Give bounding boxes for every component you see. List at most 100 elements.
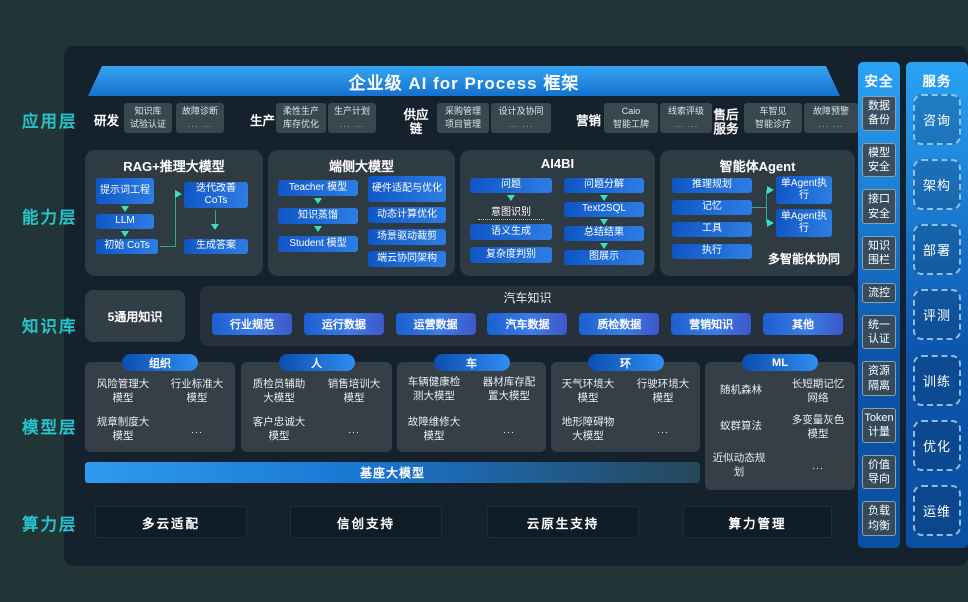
model-group-pill: 组织 — [122, 354, 198, 371]
arrow-down-icon — [600, 219, 608, 225]
ai4bi-chart-display: 图展示 — [564, 250, 644, 265]
panel-ai4bi: AI4BI 问题 意图识别 语义生成 复杂度判别 问题分解 Text2SQL 总… — [460, 150, 655, 276]
security-item: 统一认证 — [862, 314, 896, 350]
arrow-right-icon — [175, 190, 182, 198]
panel-edge-title: 端侧大模型 — [328, 159, 394, 174]
model-cell: 天气环境大模型 — [561, 378, 615, 404]
knowledge-pill: 运营数据 — [395, 313, 476, 335]
security-item: 资源隔离 — [862, 361, 896, 397]
services-items: 咨询 架构 部署 评测 训练 优化 运维 — [906, 94, 968, 536]
model-group-pill: 车 — [433, 354, 510, 371]
security-item: 价值导向 — [862, 454, 896, 490]
model-cell: 蚁群算法 — [720, 420, 762, 432]
panel-edge-model: 端侧大模型 Teacher 模型 知识蒸馏 Student 模型 硬件适配与优化… — [268, 150, 455, 276]
edge-teacher-model: Teacher 模型 — [278, 180, 358, 196]
edge-student-model: Student 模型 — [278, 236, 358, 252]
model-group-ml: ML 随机森林 长短期记忆网络 蚁群算法 多变量灰色模型 近似动态规划 ... — [705, 354, 855, 490]
application-row: 研发 知识库 试验认证 故障诊断... ... 生产 柔性生产 库存优化 生产计划.… — [88, 100, 858, 144]
service-item: 训练 — [913, 354, 961, 406]
compute-multicloud: 多云适配 — [95, 506, 247, 538]
model-group-organization: 组织 风险管理大模型 行业标准大模型 规章制度大模型 ... — [85, 354, 235, 452]
arrow-down-icon — [507, 195, 515, 201]
rag-initial-cots: 初始 CoTs — [96, 239, 158, 254]
group-label-production: 生产 — [250, 114, 276, 128]
model-cell: 多变量灰色模型 — [791, 414, 845, 440]
group-label-marketing: 营销 — [576, 114, 602, 128]
edge-scene-pruning: 场景驱动裁剪 — [368, 229, 446, 245]
agent-tools: 工具 — [672, 222, 752, 237]
arrow-down-icon — [314, 226, 322, 232]
knowledge-pill: 运行数据 — [303, 313, 384, 335]
edge-hw-adapt: 硬件适配与优化 — [368, 176, 446, 202]
model-group-pill: 环 — [587, 354, 664, 371]
app-box: 生产计划... ... — [328, 103, 376, 134]
services-rail: 服务 咨询 架构 部署 评测 训练 优化 运维 — [906, 62, 968, 548]
agent-single-exec-1: 单Agent执行 — [776, 176, 832, 204]
model-cell: ... — [503, 424, 515, 436]
panel-ai4bi-title: AI4BI — [540, 156, 575, 171]
model-cell: 规章制度大模型 — [96, 416, 150, 442]
service-item: 优化 — [913, 419, 961, 471]
panel-rag-title: RAG+推理大模型 — [123, 159, 225, 174]
security-item: 模型安全 — [862, 142, 896, 178]
model-cell: 质检员辅助大模型 — [252, 378, 306, 404]
ai4bi-question: 问题 — [470, 178, 552, 193]
security-item: 流控 — [862, 282, 896, 303]
model-cell: 车辆健康检测大模型 — [407, 376, 461, 402]
service-item: 部署 — [913, 224, 961, 276]
compute-cloudnative: 云原生支持 — [487, 506, 639, 538]
security-rail: 安全 数据备份 模型安全 接口安全 知识围栏 流控 统一认证 资源隔离 Toke… — [858, 62, 900, 548]
model-cell: 销售培训大模型 — [327, 378, 381, 404]
ai4bi-intent-recognition: 意图识别 — [478, 203, 544, 220]
edge-distillation: 知识蒸馏 — [278, 208, 358, 224]
agent-execute: 执行 — [672, 244, 752, 259]
app-box: 线索评级... ... — [660, 103, 712, 134]
edge-dynamic-compute: 动态计算优化 — [368, 207, 446, 223]
model-cell: 风险管理大模型 — [96, 378, 150, 404]
model-group-vehicle: 车 车辆健康检测大模型 器材库存配置大模型 故障维修大模型 ... — [397, 354, 546, 452]
app-box: 采购管理 项目管理 — [437, 103, 489, 134]
panel-agent: 智能体Agent 推理规划 记忆 工具 执行 单Agent执行 单Agent执行… — [660, 150, 855, 276]
knowledge-pill: 其他 — [762, 313, 843, 335]
knowledge-auto-panel: 汽车知识 行业规范 运行数据 运营数据 汽车数据 质检数据 营销知识 其他 — [200, 286, 855, 346]
security-item: Token计量 — [862, 408, 896, 443]
arrow-down-icon — [600, 243, 608, 249]
ai4bi-text2sql: Text2SQL — [564, 202, 644, 217]
layer-label-model: 模型层 — [22, 419, 78, 437]
model-cell: 随机森林 — [720, 384, 762, 396]
model-cell: ... — [191, 424, 203, 436]
app-box: 车智见 智能诊疗 — [744, 103, 802, 134]
service-item: 架构 — [913, 159, 961, 211]
app-box: 柔性生产 库存优化 — [276, 103, 326, 134]
edge-cloud-synergy: 端云协同架构 — [368, 251, 446, 267]
rag-generate-answer: 生成答案 — [184, 239, 248, 254]
connector-line — [766, 190, 767, 223]
connector-line — [160, 246, 175, 247]
panel-rag: RAG+推理大模型 提示词工程 LLM 初始 CoTs 迭代改善CoTs 生成答… — [85, 150, 263, 276]
arrow-down-icon — [600, 195, 608, 201]
panel-agent-title: 智能体Agent — [719, 159, 796, 174]
security-item: 接口安全 — [862, 189, 896, 224]
knowledge-pill: 营销知识 — [671, 313, 752, 335]
knowledge-pill: 汽车数据 — [487, 313, 568, 335]
rag-iterative-cots: 迭代改善CoTs — [184, 182, 248, 208]
layer-label-application: 应用层 — [22, 113, 78, 131]
security-item: 负载均衡 — [862, 501, 896, 536]
group-label-supply-chain: 供应链 — [403, 108, 429, 137]
ai4bi-semantic-generation: 语义生成 — [470, 224, 552, 240]
knowledge-auto-title: 汽车知识 — [503, 291, 552, 305]
security-item: 数据备份 — [862, 96, 896, 131]
layer-label-knowledge: 知识库 — [22, 318, 78, 336]
model-cell: 近似动态规划 — [712, 452, 766, 478]
app-box: 故障诊断... ... — [176, 103, 224, 134]
model-cell: ... — [812, 460, 824, 472]
agent-multi-caption: 多智能体协同 — [767, 252, 840, 266]
layer-label-compute: 算力层 — [22, 516, 78, 534]
knowledge-pills: 行业规范 运行数据 运营数据 汽车数据 质检数据 营销知识 其他 — [212, 313, 843, 335]
ai4bi-question-decompose: 问题分解 — [564, 178, 644, 193]
ai4bi-summarize: 总结结果 — [564, 226, 644, 241]
agent-planning: 推理规划 — [672, 178, 752, 193]
connector-line — [752, 207, 766, 208]
arrow-down-icon — [314, 198, 322, 204]
